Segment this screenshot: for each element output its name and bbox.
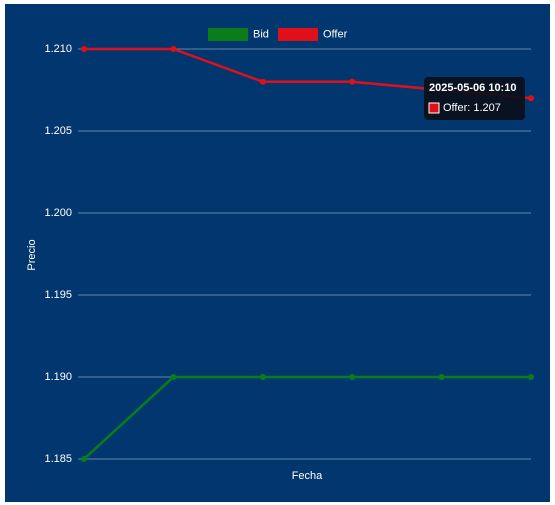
data-point xyxy=(81,46,87,52)
tooltip-label: Offer: 1.207 xyxy=(443,102,501,114)
tooltip-box xyxy=(424,77,525,120)
data-point xyxy=(349,78,356,85)
data-point xyxy=(438,374,445,380)
legend-label: Offer xyxy=(323,28,348,40)
data-point xyxy=(528,95,534,102)
y-axis-title: Precio xyxy=(26,239,38,270)
data-point xyxy=(528,374,534,380)
data-point xyxy=(170,46,177,52)
series-line xyxy=(83,375,531,460)
tooltip-title: 2025-05-06 10:10 xyxy=(429,82,516,94)
legend-label: Bid xyxy=(253,28,269,40)
data-point xyxy=(349,374,356,380)
data-point xyxy=(259,374,266,380)
legend-swatch xyxy=(278,28,318,41)
data-point xyxy=(259,78,266,85)
legend-swatch xyxy=(208,28,248,41)
y-tick-label: 1.195 xyxy=(44,289,72,301)
tooltip-swatch xyxy=(428,102,440,114)
y-tick-label: 1.190 xyxy=(44,371,72,383)
data-point xyxy=(170,374,177,380)
y-tick-label: 1.200 xyxy=(44,207,72,219)
data-point xyxy=(81,456,87,462)
x-axis-title: Fecha xyxy=(292,470,323,482)
y-tick-label: 1.185 xyxy=(44,453,72,465)
y-tick-label: 1.210 xyxy=(44,43,72,55)
y-tick-label: 1.205 xyxy=(44,125,72,137)
